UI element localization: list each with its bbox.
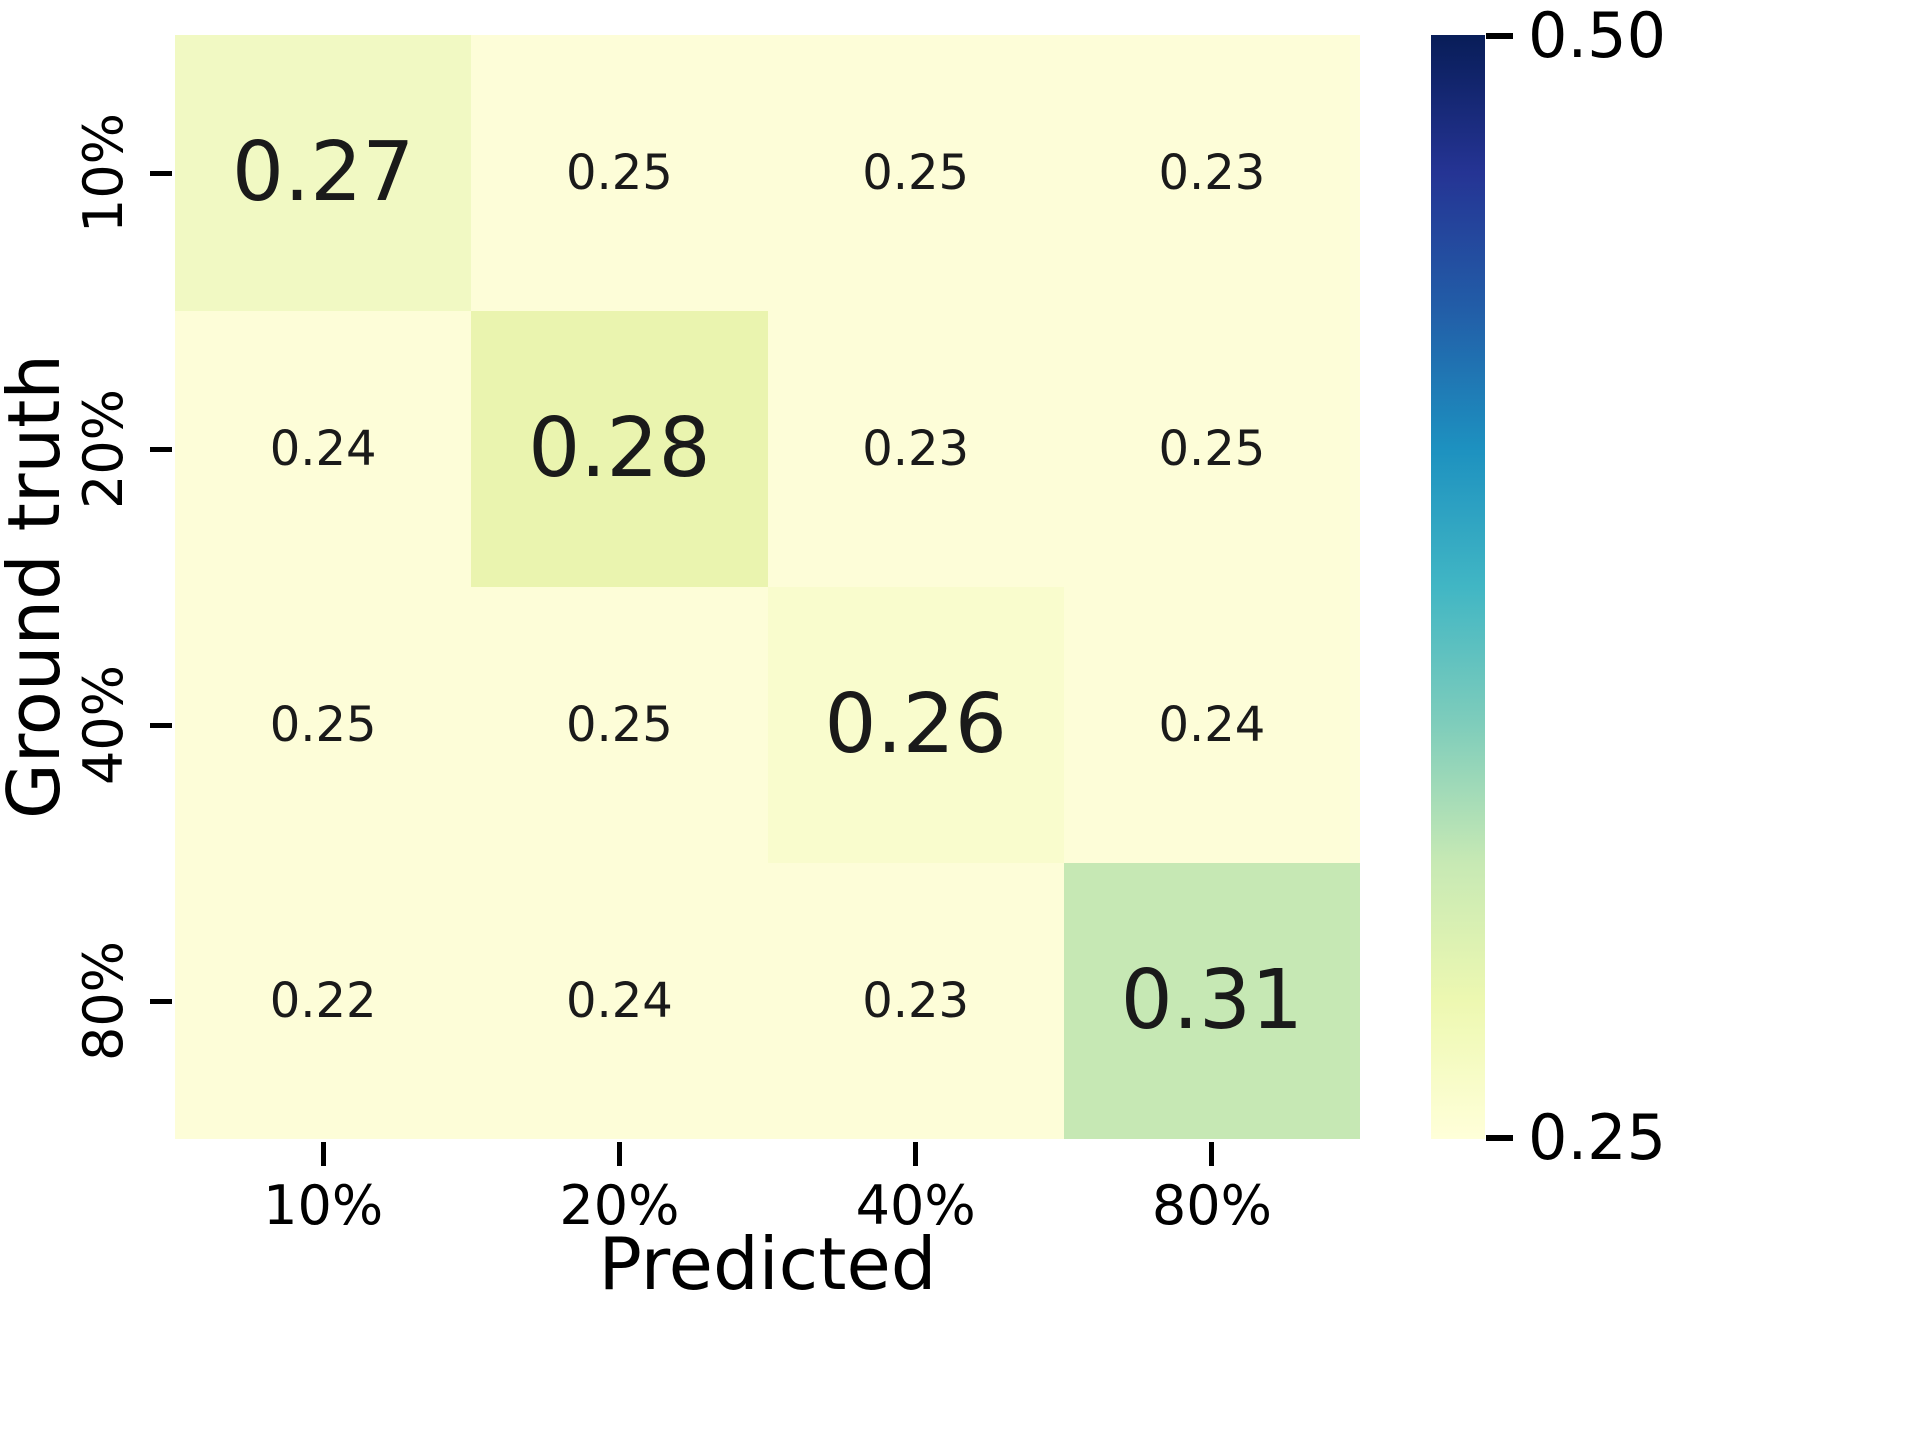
y-tick-mark — [150, 998, 172, 1004]
y-tick-label: 10% — [66, 35, 142, 311]
y-tick-labels: 10% 20% 40% 80% — [66, 35, 142, 1139]
y-axis-title: Ground truth — [0, 35, 76, 1139]
colorbar-max-label: 0.50 — [1528, 0, 1667, 72]
y-axis-title-text: Ground truth — [0, 354, 76, 820]
y-tick-label-text: 80% — [72, 940, 135, 1062]
x-tick-mark — [616, 1142, 622, 1166]
colorbar-min-label: 0.25 — [1528, 1101, 1667, 1174]
x-axis-title: Predicted — [598, 1222, 937, 1306]
y-tick-label: 40% — [66, 587, 142, 863]
heatmap-cell: 0.25 — [471, 587, 768, 863]
heatmap-cell: 0.24 — [1063, 587, 1360, 863]
heatmap-cell: 0.25 — [175, 587, 472, 863]
heatmap-cell: 0.23 — [767, 311, 1064, 587]
heatmap-cell: 0.26 — [767, 587, 1064, 863]
x-tick-mark — [320, 1142, 326, 1166]
y-tick-label-text: 20% — [72, 388, 135, 510]
heatmap-cell: 0.25 — [471, 35, 768, 311]
y-tick-label: 80% — [66, 863, 142, 1139]
x-tick-mark — [1209, 1142, 1215, 1166]
heatmap-cell: 0.23 — [1063, 35, 1360, 311]
y-tick-label-text: 10% — [72, 112, 135, 234]
y-tick-mark — [150, 170, 172, 176]
x-tick-label: 40% — [855, 1174, 976, 1237]
heatmap-cell: 0.25 — [767, 35, 1064, 311]
x-tick-label: 20% — [559, 1174, 680, 1237]
heatmap-cell: 0.24 — [471, 863, 768, 1139]
y-tick-label-text: 40% — [72, 664, 135, 786]
heatmap-cell: 0.22 — [175, 863, 472, 1139]
heatmap-cell: 0.24 — [175, 311, 472, 587]
colorbar-min-tick — [1486, 1135, 1513, 1141]
y-tick-mark — [150, 722, 172, 728]
heatmap-cell: 0.23 — [767, 863, 1064, 1139]
heatmap-cell: 0.27 — [175, 35, 472, 311]
heatmap-cell: 0.25 — [1063, 311, 1360, 587]
x-tick-label: 10% — [263, 1174, 384, 1237]
heatmap-cell: 0.28 — [471, 311, 768, 587]
colorbar — [1431, 35, 1485, 1139]
heatmap-grid: 0.27 0.25 0.25 0.23 0.24 0.28 0.23 0.25 0.25 0.25… — [175, 35, 1360, 1139]
x-tick-mark — [913, 1142, 919, 1166]
x-tick-label: 80% — [1151, 1174, 1272, 1237]
y-tick-label: 20% — [66, 311, 142, 587]
colorbar-max-tick — [1486, 33, 1513, 39]
heatmap-cell: 0.31 — [1063, 863, 1360, 1139]
y-tick-mark — [150, 446, 172, 452]
